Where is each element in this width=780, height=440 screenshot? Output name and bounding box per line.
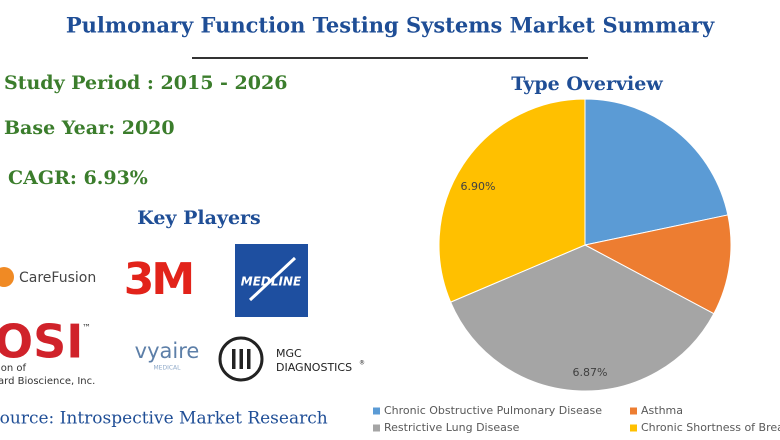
legend-label: Chronic Shortness of Breath [641,421,780,434]
medline-star [248,256,297,302]
pie-slice [438,98,586,303]
legend-swatch [630,424,637,432]
logo-text: DIAGNOSTICS [276,361,352,374]
chart-title: Type Overview [511,73,663,95]
logo-text: OSI [0,315,83,369]
logo-text: ® [359,360,365,367]
logo-text: vyaire [135,339,200,363]
logo-text: ard Bioscience, Inc. [0,376,95,387]
pie-slice [583,214,732,315]
cagr: CAGR: 6.93% [8,167,148,189]
key-players-heading: Key Players [137,207,261,229]
mgc-ring [218,336,264,382]
legend-label: Chronic Obstructive Pulmonary Disease [384,404,602,417]
logo-text: ion of [0,363,27,374]
base-year: Base Year: 2020 [4,117,175,139]
logo-text: CareFusion [19,270,96,286]
mgc-bar [232,349,236,369]
slice-annotation: 6.90% [461,180,496,193]
mgc-bar [247,349,251,369]
slice-annotation: 6.87% [573,366,608,379]
pie-slice [449,244,715,392]
mgc-bar [239,349,243,369]
pie-slice [584,98,729,246]
logo-text: MGC [276,347,302,360]
legend-swatch [373,424,380,432]
logo-text: MEDICAL [154,365,182,372]
logo-text: 3M [124,254,192,305]
study-period: Study Period : 2015 - 2026 [4,72,287,94]
page-title: Pulmonary Function Testing Systems Marke… [66,13,715,38]
legend-label: Restrictive Lung Disease [384,421,520,434]
legend-swatch [373,407,380,415]
source: Source: Introspective Market Research [0,409,328,429]
legend-label: Asthma [641,404,683,417]
logo-text: MEDLINE [241,275,302,289]
carefusion-icon [0,267,14,287]
logo-text: ™ [82,324,91,334]
legend-swatch [630,407,637,415]
